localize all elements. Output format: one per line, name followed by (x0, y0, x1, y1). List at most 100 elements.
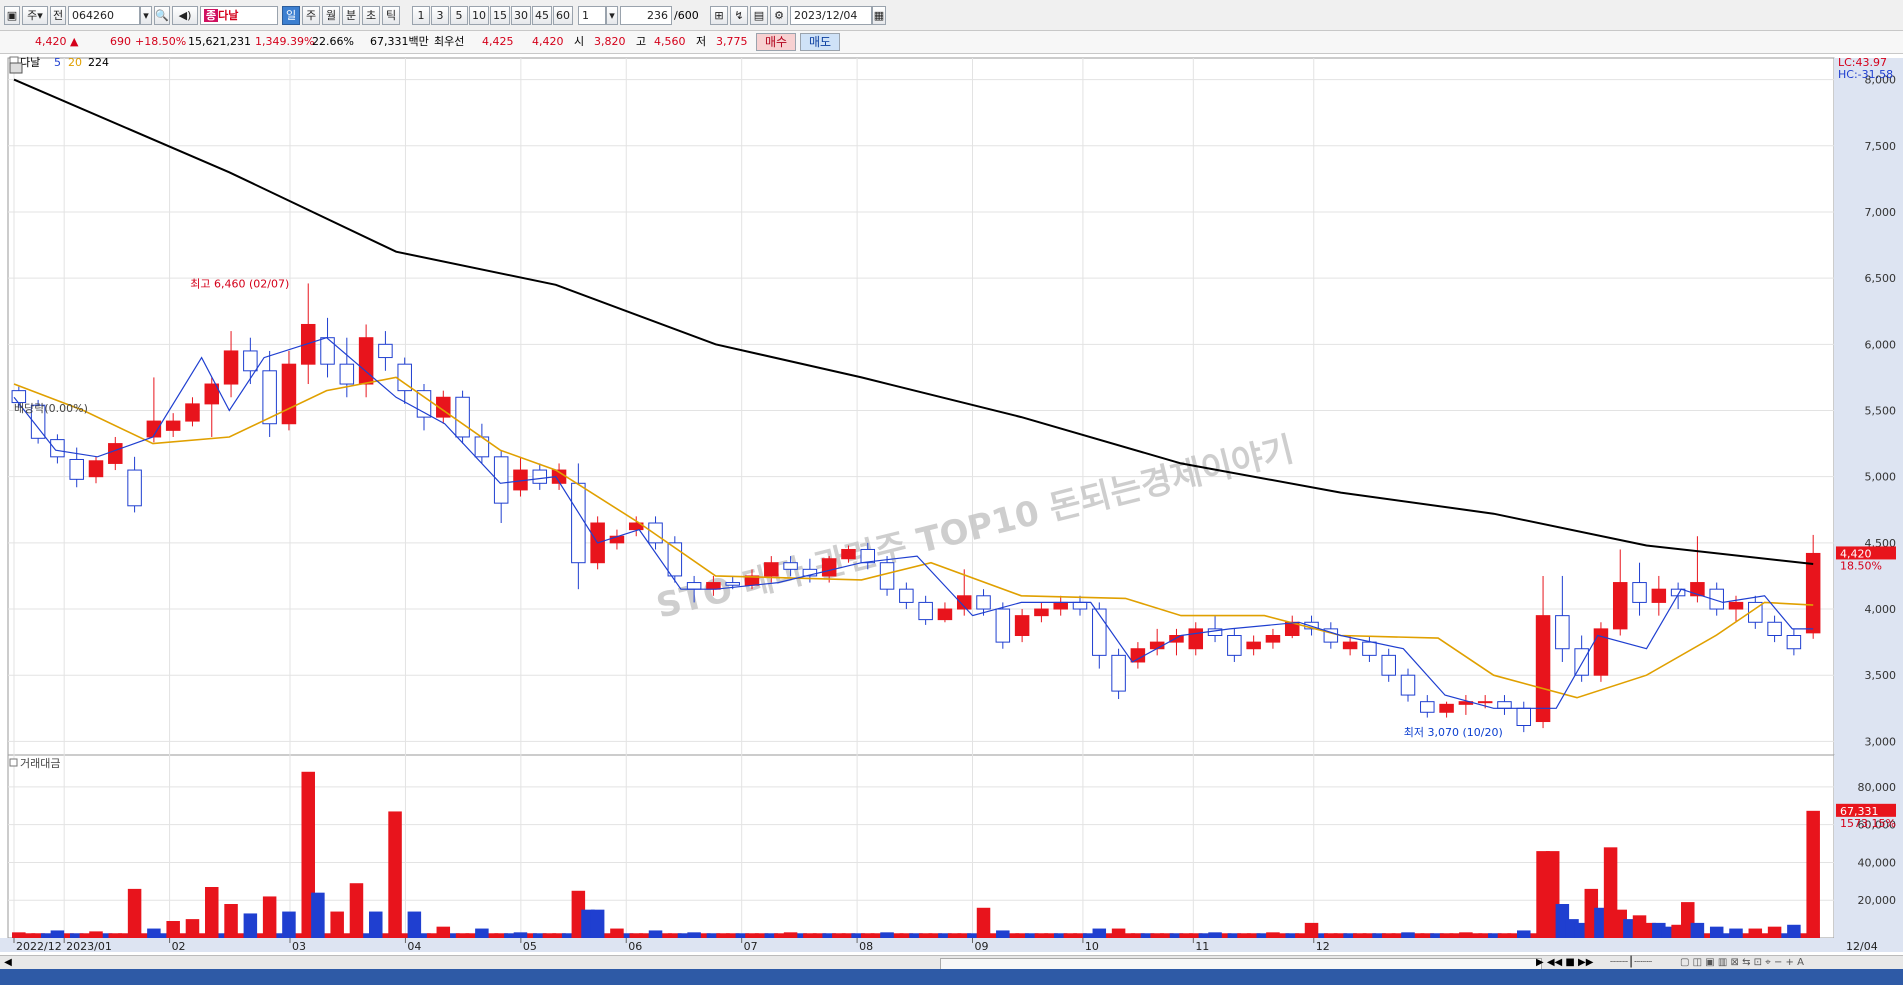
ex-dividend-annotation: 배당락(0.00%) (14, 402, 88, 415)
candle-body (204, 383, 220, 405)
x-axis-labels: 2022/12 2023/01 02 03 04 05 06 07 08 09 10 11 12 12/0… (13, 938, 1878, 953)
x-tick-label: 05 (523, 940, 537, 953)
mode-select[interactable]: 주▾ (22, 6, 48, 25)
candle-body (1651, 588, 1667, 603)
interval-button-1[interactable]: 1 (412, 6, 430, 25)
calendar-icon[interactable]: ▦ (872, 6, 886, 25)
interval-button-30[interactable]: 30 (511, 6, 531, 25)
candle-body (243, 350, 258, 372)
volume-bar-base (1420, 933, 1435, 938)
x-tick-label: 11 (1195, 940, 1209, 953)
code-dropdown-icon[interactable]: ▾ (140, 6, 152, 25)
volume-bar-base (1246, 933, 1261, 938)
volume-bar-base (851, 933, 865, 938)
volume-bar-base (1140, 933, 1155, 938)
horizontal-scrollbar[interactable]: ◀ ▶ ◀◀ ■ ▶▶ ┄┄┄┃┄┄┄ ▢ ◫ ▣ ▥ ⊠ ⇆ ⊡ ⌖ − + … (0, 955, 1903, 970)
sell-button[interactable]: 매도 (800, 33, 840, 51)
legend-ma224: 224 (88, 56, 109, 69)
volume-collapse-icon[interactable] (9, 758, 18, 767)
compare-icon[interactable]: ⊞ (710, 6, 728, 25)
low-price: 3,775 (716, 35, 748, 48)
volume-bar-base (909, 933, 923, 938)
candle-body (802, 568, 818, 577)
candle-body (397, 363, 412, 392)
candle-body (1632, 582, 1647, 603)
interval-button-60[interactable]: 60 (553, 6, 573, 25)
best-ask: 4,425 (482, 35, 514, 48)
volume-bar (1806, 810, 1820, 938)
period-button-4[interactable]: 초 (362, 6, 380, 25)
volume-bar-base (716, 933, 730, 938)
volume-bar-base (253, 933, 267, 938)
volume-bar (369, 911, 383, 938)
x-tick-label: 08 (859, 940, 873, 953)
interval-button-5[interactable]: 5 (450, 6, 468, 25)
chart-tools-icons[interactable]: ▢ ◫ ▣ ▥ ⊠ ⇆ ⊡ ⌖ − + A (1680, 957, 1804, 968)
x-tick-label: 12 (1316, 940, 1330, 953)
candle-body (1111, 654, 1126, 692)
zoom-slider[interactable]: ┄┄┄┃┄┄┄ (1610, 957, 1653, 968)
stock-name-field[interactable]: 종 다날 (200, 6, 278, 25)
interval-button-3[interactable]: 3 (431, 6, 449, 25)
volume-bar-base (658, 933, 672, 938)
volume-bar-base (677, 933, 692, 938)
volume-bar-base (1025, 933, 1039, 938)
volume-bar-base (272, 933, 287, 938)
speaker-icon[interactable]: ◀) (172, 6, 198, 25)
volume-bar-base (176, 933, 190, 938)
interval-button-10[interactable]: 10 (469, 6, 489, 25)
trend-icon[interactable]: ↯ (730, 6, 748, 25)
x-axis-strip (0, 938, 1903, 952)
interval-select[interactable]: 1 (578, 6, 606, 25)
buy-button[interactable]: 매수 (756, 33, 796, 51)
volume-bar-base (1314, 933, 1328, 938)
volume-bar (89, 931, 103, 938)
pan-handle-icon[interactable] (9, 62, 23, 74)
interval-dropdown-icon[interactable]: ▾ (606, 6, 618, 25)
candle-body (69, 458, 84, 480)
settings-icon[interactable]: ⚙ (770, 6, 788, 25)
scroll-left-icon[interactable]: ◀ (4, 957, 12, 968)
volume-axis-labels: 80,000 60,000 40,000 20,000 (1858, 781, 1897, 907)
interval-button-45[interactable]: 45 (532, 6, 552, 25)
candle-body (88, 460, 104, 478)
volume-bar (330, 911, 344, 938)
last-price-tag (1836, 546, 1896, 560)
candle-body (108, 443, 123, 464)
save-icon[interactable]: ▤ (750, 6, 768, 25)
period-button-5[interactable]: 틱 (382, 6, 400, 25)
candle-body (918, 601, 933, 621)
type-prefix[interactable]: 전 (50, 6, 66, 25)
volume-bar-base (446, 933, 460, 938)
period-button-0[interactable]: 일 (282, 6, 300, 25)
search-icon[interactable]: 🔍 (154, 6, 170, 25)
period-button-3[interactable]: 분 (342, 6, 360, 25)
period-button-2[interactable]: 월 (322, 6, 340, 25)
candle-body (841, 548, 856, 560)
stock-code-input[interactable]: 064260 (68, 6, 140, 25)
volume-bar-base (397, 933, 412, 938)
grid-lines (8, 58, 1834, 938)
volume-bar-base (494, 933, 508, 938)
count-input[interactable]: 236 (620, 6, 672, 25)
volume-bar (1304, 922, 1319, 938)
interval-button-15[interactable]: 15 (490, 6, 510, 25)
candle-body (1381, 654, 1396, 676)
volume-bar-base (426, 933, 441, 938)
window-menu-icon[interactable]: ▣ (4, 6, 20, 25)
price-chart[interactable]: STO 테마 관련주 TOP10 돈되는경제이야기 8,0007,5007,00… (0, 53, 1903, 965)
volume-bar-base (1053, 933, 1068, 938)
volume-bar (311, 892, 325, 938)
volume-bar (1729, 928, 1743, 938)
date-input[interactable]: 2023/12/04 (790, 6, 872, 25)
period-button-1[interactable]: 주 (302, 6, 320, 25)
volume-bar (282, 911, 296, 938)
play-controls[interactable]: ▶ ◀◀ ■ ▶▶ (1536, 957, 1594, 968)
volume-bar (349, 883, 364, 938)
price-tick-label: 3,000 (1865, 735, 1897, 748)
volume-tick-label: 60,000 (1858, 819, 1897, 832)
price-change-pct: +18.50% (135, 35, 187, 48)
volume-bar-base (600, 933, 615, 938)
candle-body (1439, 703, 1454, 713)
volume-bar-base (1082, 933, 1097, 938)
